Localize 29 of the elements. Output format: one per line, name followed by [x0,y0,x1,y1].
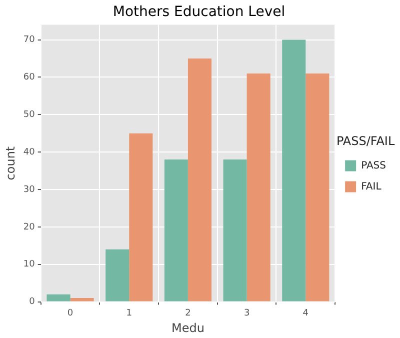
y-axis-title: count [3,146,18,180]
legend-title: PASS/FAIL [336,134,395,148]
y-tick-label: 70 [23,35,36,46]
x-tick-label: 1 [126,308,132,319]
legend-label: FAIL [361,181,382,192]
bar [282,40,306,302]
y-tick-label: 60 [23,72,36,83]
bar [223,160,247,302]
x-tick-label: 0 [67,308,74,319]
y-tick-label: 0 [29,297,36,308]
y-tick-label: 20 [23,222,36,232]
bar [188,58,212,302]
y-tick-label: 40 [23,147,36,158]
x-axis-title: Medu [171,320,204,335]
bar [306,73,330,302]
bar [129,133,153,302]
y-tick-label: 30 [23,184,36,195]
x-tick-label: 2 [185,308,191,319]
y-tick-label: 50 [23,110,36,120]
x-tick-label: 4 [302,308,309,319]
bar [106,249,130,302]
bar [46,294,70,302]
bar [246,73,270,302]
chart-title: Mothers Education Level [112,4,286,20]
y-tick-label: 10 [23,260,36,270]
bar [164,160,188,302]
legend-label: PASS [361,160,386,172]
bar [70,298,94,302]
x-tick-label: 3 [244,308,250,319]
